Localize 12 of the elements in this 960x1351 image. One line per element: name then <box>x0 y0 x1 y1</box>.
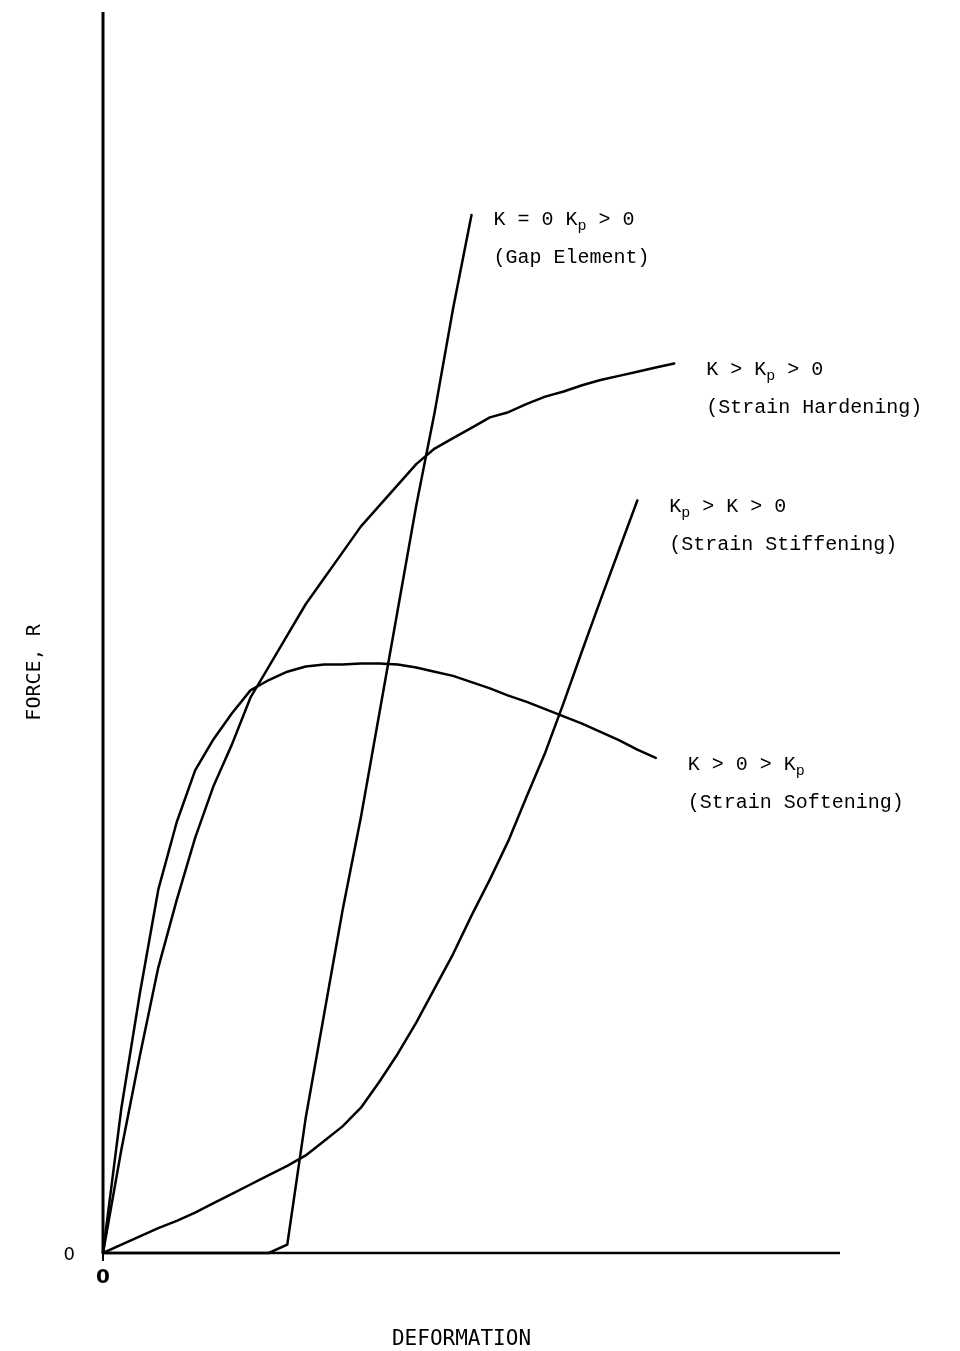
text: 0 <box>96 1264 110 1288</box>
series-label: K > K$_{p}$ > 0 <box>706 358 824 385</box>
annotation: (Strain Stiffening) <box>669 533 898 557</box>
text: 0 <box>63 1243 75 1264</box>
series-label: K = 0 K$_{p}$ > 0 <box>493 208 635 235</box>
series-label: K$_{p}$ > K > 0 <box>669 495 787 522</box>
annotation: (Strain Softening) <box>687 790 904 814</box>
series-label: K > 0 > K$_{p}$ <box>687 752 805 780</box>
annotation: (Gap Element) <box>493 246 650 269</box>
annotation: (Strain Hardening) <box>706 396 923 420</box>
y-axis-title: FORCE, R <box>21 623 45 721</box>
x-axis-title: DEFORMATION <box>391 1326 532 1350</box>
